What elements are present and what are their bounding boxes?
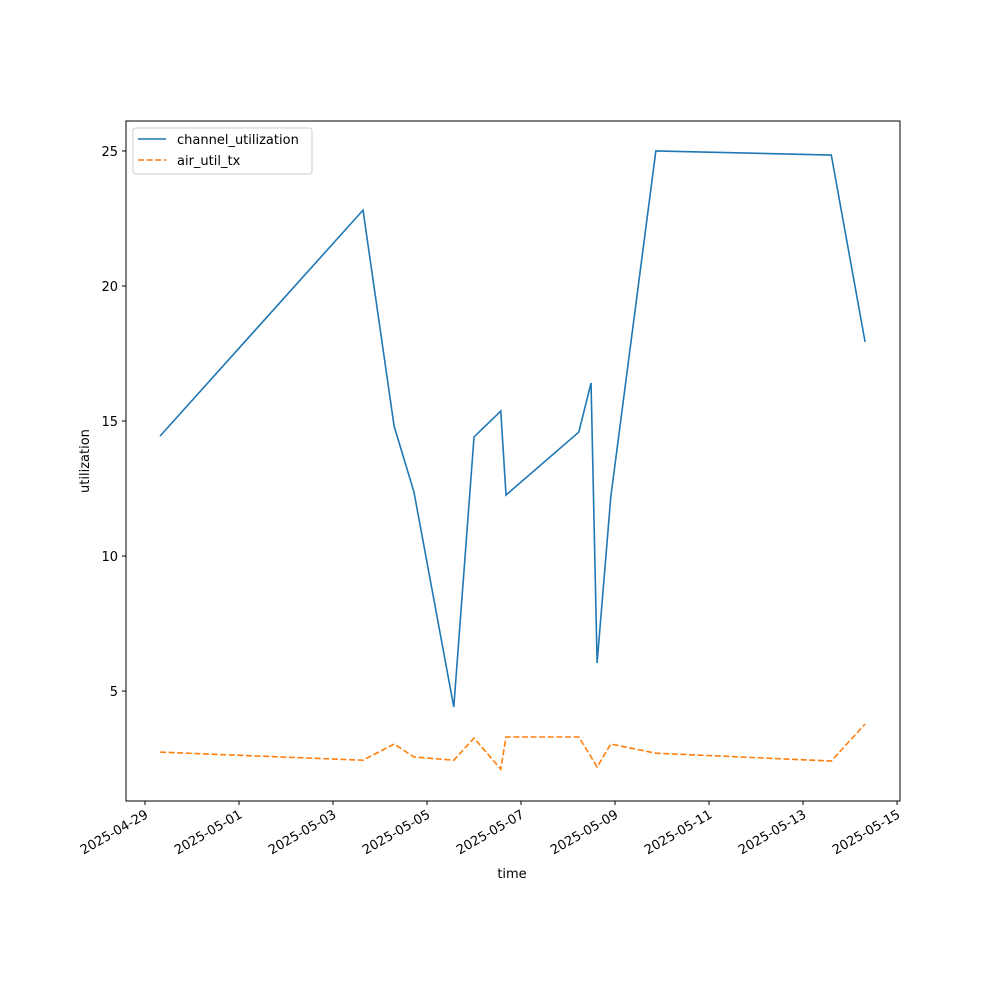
- y-tick-label: 10: [101, 550, 118, 565]
- x-axis-label: time: [497, 867, 526, 882]
- y-tick-label: 15: [101, 415, 118, 430]
- data-line: [159, 723, 866, 771]
- legend-label: channel_utilization: [177, 133, 299, 148]
- plot-frame: [125, 120, 901, 802]
- y-axis-label: utilization: [78, 429, 93, 493]
- legend: channel_utilization air_util_tx: [132, 127, 313, 175]
- y-tick-label: 20: [101, 280, 118, 295]
- y-tick-label: 5: [110, 685, 118, 700]
- legend-box: [132, 127, 313, 175]
- y-tick-label: 25: [101, 145, 118, 160]
- data-line: [159, 150, 866, 708]
- legend-label: air_util_tx: [177, 154, 241, 169]
